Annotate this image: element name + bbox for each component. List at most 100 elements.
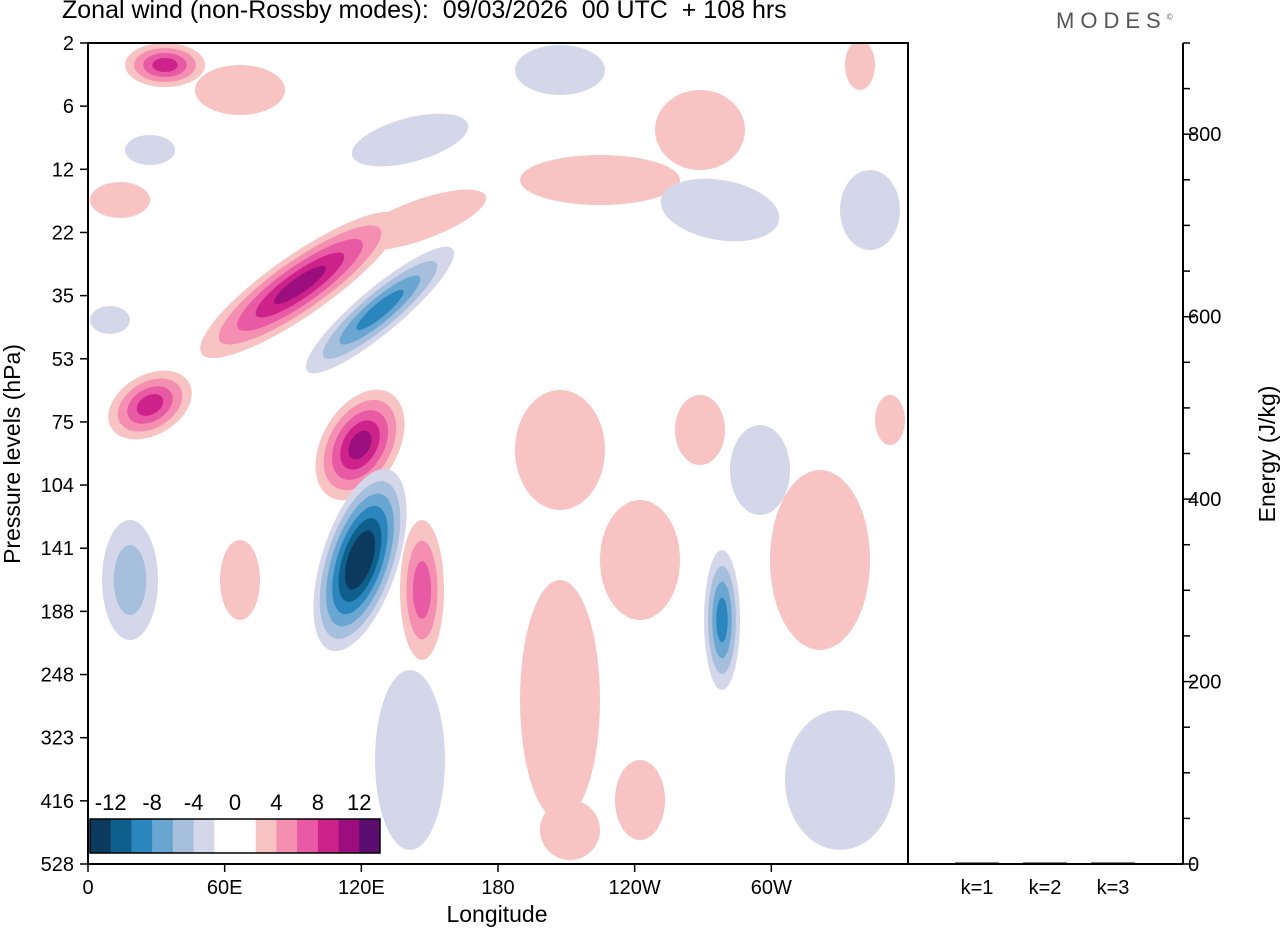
tilted-positive-band-upper bbox=[200, 211, 400, 359]
contour-patch-negative bbox=[730, 425, 790, 515]
y-tick-label: 104 bbox=[41, 475, 74, 497]
y-tick-label: 248 bbox=[41, 665, 74, 687]
y-tick-label: 22 bbox=[52, 222, 74, 244]
contour-level bbox=[274, 266, 326, 304]
contour-patch-negative bbox=[660, 178, 780, 242]
contour-patch-positive bbox=[875, 395, 905, 445]
x-tick-label: 180 bbox=[481, 877, 514, 899]
x-tick-label: 60E bbox=[207, 877, 243, 899]
energy-x-tick-label: k=1 bbox=[961, 877, 994, 899]
energy-y-tick-label: 200 bbox=[1188, 672, 1221, 694]
y-tick-label: 75 bbox=[52, 412, 74, 434]
colorbar-label: 12 bbox=[347, 790, 371, 815]
contour-level bbox=[152, 58, 178, 72]
x-tick-label: 60W bbox=[751, 877, 792, 899]
contour-patch-negative bbox=[125, 135, 175, 165]
contour-fills bbox=[90, 43, 905, 860]
colorbar-label: -8 bbox=[142, 790, 162, 815]
contour-patch-negative bbox=[90, 306, 130, 334]
colorbar-swatch bbox=[152, 819, 174, 853]
contour-level bbox=[351, 542, 369, 578]
contour-patch-positive bbox=[600, 500, 680, 620]
y-tick-label: 323 bbox=[41, 728, 74, 750]
hovmoller-plot bbox=[87, 42, 909, 865]
y-tick-label: 6 bbox=[63, 96, 74, 118]
contour-patch-negative bbox=[840, 170, 900, 250]
colorbar-label: -4 bbox=[184, 790, 204, 815]
contour-patch-positive bbox=[90, 182, 150, 218]
colorbar-swatch bbox=[172, 819, 195, 853]
contour-level bbox=[113, 545, 147, 615]
contour-patch-positive bbox=[675, 395, 725, 465]
energy-y-tick-label: 400 bbox=[1188, 489, 1221, 511]
tilted-negative-band-upper bbox=[305, 246, 455, 374]
contour-patch-positive bbox=[540, 800, 600, 860]
contour-level bbox=[348, 430, 372, 460]
y-tick-label: 35 bbox=[52, 286, 74, 308]
contour-patch-negative bbox=[785, 710, 895, 850]
positive-cell-near-30E-2hPa bbox=[125, 43, 205, 87]
energy-x-tick-label: k=2 bbox=[1029, 877, 1062, 899]
colorbar-swatch bbox=[131, 819, 153, 853]
colorbar-swatch bbox=[359, 819, 381, 853]
y-tick-label: 2 bbox=[63, 33, 74, 55]
contour-patch-positive bbox=[195, 65, 285, 115]
colorbar-swatch bbox=[214, 819, 236, 853]
colorbar-label: 0 bbox=[229, 790, 241, 815]
contour-patch-negative bbox=[515, 45, 605, 95]
energy-panel: k=1 k=2 k=3 0 200 400 600 800 Energy (J/kg) bbox=[908, 42, 1280, 899]
y-tick-label: 12 bbox=[52, 159, 74, 181]
colorbar-swatch bbox=[235, 819, 257, 853]
contour-patch-negative bbox=[351, 113, 469, 167]
negative-cell-near-80W bbox=[704, 550, 740, 690]
colorbar: -12 -8 -4 0 4 8 12 bbox=[89, 790, 381, 854]
x-tick-label: 120E bbox=[338, 877, 385, 899]
contour-patch-positive bbox=[770, 470, 870, 650]
y-tick-label: 53 bbox=[52, 349, 74, 371]
positive-cell-near-30E-75hPa bbox=[108, 370, 192, 440]
contour-level bbox=[136, 394, 164, 416]
contour-patch-positive bbox=[520, 580, 600, 820]
negative-core-near-120E bbox=[313, 468, 407, 652]
energy-x-tick-label: k=3 bbox=[1097, 877, 1130, 899]
chart-title: Zonal wind (non-Rossby modes): 09/03/202… bbox=[62, 0, 787, 24]
x-tick-label: 120W bbox=[609, 877, 661, 899]
colorbar-swatch bbox=[110, 819, 132, 853]
energy-axis-label: Energy (J/kg) bbox=[1254, 386, 1280, 523]
energy-y-tick-label: 600 bbox=[1188, 307, 1221, 329]
x-tick-label: 0 bbox=[82, 877, 93, 899]
contour-patch-positive bbox=[615, 760, 665, 840]
colorbar-swatch bbox=[317, 819, 340, 853]
contour-level bbox=[412, 561, 432, 619]
colorbar-swatch bbox=[193, 819, 215, 853]
contour-patch-positive bbox=[520, 155, 680, 205]
y-axis-label: Pressure levels (hPa) bbox=[0, 344, 25, 564]
y-axis: 2 6 12 22 35 53 75 104 141 188 248 323 416 528 bbox=[41, 33, 88, 876]
contour-patch-positive bbox=[220, 540, 260, 620]
contour-patch-negative bbox=[375, 670, 445, 850]
negative-cell-near-20E bbox=[102, 520, 158, 640]
modes-logo: MODES© bbox=[1056, 8, 1173, 33]
y-tick-label: 528 bbox=[41, 854, 74, 876]
colorbar-swatch bbox=[297, 819, 319, 853]
colorbar-swatch bbox=[255, 819, 277, 853]
energy-bar bbox=[1023, 862, 1067, 864]
x-axis: 0 60E 120E 180 120W 60W bbox=[82, 864, 792, 899]
contour-level bbox=[356, 289, 404, 331]
colorbar-swatch bbox=[90, 819, 112, 853]
colorbar-label: -12 bbox=[95, 790, 127, 815]
contour-patch-positive bbox=[655, 90, 745, 170]
y-tick-label: 416 bbox=[41, 791, 74, 813]
colorbar-label: 8 bbox=[312, 790, 324, 815]
colorbar-frame bbox=[89, 818, 381, 854]
contour-level bbox=[716, 597, 728, 643]
contour-patch-positive bbox=[515, 390, 605, 510]
positive-cell-near-140E bbox=[400, 520, 444, 660]
x-axis-label: Longitude bbox=[446, 901, 547, 927]
colorbar-swatch bbox=[276, 819, 298, 853]
colorbar-swatch bbox=[338, 819, 360, 853]
y-tick-label: 141 bbox=[41, 538, 74, 560]
energy-y-tick-label: 800 bbox=[1188, 124, 1221, 146]
energy-y-tick-label: 0 bbox=[1188, 854, 1199, 876]
